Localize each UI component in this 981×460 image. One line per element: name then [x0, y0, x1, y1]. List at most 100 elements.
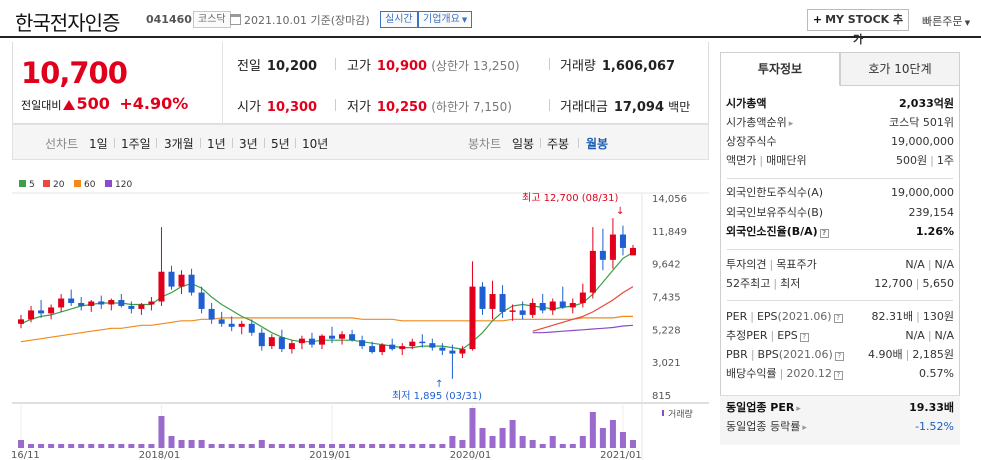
down-arrow-icon: ↓ — [616, 206, 624, 217]
period-10y[interactable]: 10년 — [302, 137, 329, 151]
volume-bar — [579, 436, 586, 448]
candle-weekly[interactable]: 주봉 — [547, 137, 570, 151]
monthly-candle-chart[interactable]: 14,056 11,849 9,642 7,435 5,228 3,021 815 2016… — [12, 190, 709, 460]
up-arrow-icon: ↑ — [435, 379, 443, 390]
opinion-labels: 투자의견 | 목표주가 — [726, 257, 817, 273]
period-1y[interactable]: 1년 — [207, 137, 226, 151]
line-chart-title: 선차트 — [45, 137, 79, 151]
foreign-hold-value: 239,154 — [908, 206, 955, 219]
volume-bar — [419, 444, 426, 448]
volume-bar — [98, 444, 105, 448]
candle-body — [208, 308, 215, 320]
open-label: 시가 — [237, 100, 261, 115]
divider — [200, 138, 201, 148]
per-eps-values: 82.31배 | 130원 — [872, 309, 954, 325]
candle-monthly[interactable]: 월봉 — [586, 137, 609, 151]
shares-row: 상장주식수 19,000,000 — [726, 134, 954, 150]
candle-body — [549, 301, 556, 311]
add-mystock-button[interactable]: + MY STOCK 추가 — [807, 9, 909, 46]
candle-body — [88, 301, 95, 306]
tab-invest-info[interactable]: 투자정보 — [720, 52, 840, 86]
candle-body — [349, 334, 356, 341]
divider — [727, 300, 953, 301]
per-label: PER — [726, 310, 748, 323]
dividend-labels: 배당수익률 | 2020.12? — [726, 366, 843, 382]
volume-bar — [28, 444, 35, 448]
volume-bar — [48, 444, 55, 448]
week52-low-value: 5,650 — [922, 277, 955, 290]
volume-bar — [268, 444, 275, 448]
candle-body — [529, 302, 536, 315]
face-unit-labels: 액면가 | 매매단위 — [726, 153, 807, 169]
separator: | — [915, 277, 920, 290]
period-1w[interactable]: 1주일 — [121, 137, 151, 151]
prev-close: 전일 10,200 — [237, 55, 317, 74]
tab-quote-10[interactable]: 호가 10단계 — [840, 52, 960, 86]
volume-bar — [429, 444, 436, 448]
divider — [335, 99, 336, 111]
period-5y[interactable]: 5년 — [271, 137, 290, 151]
candle-body — [38, 310, 45, 314]
candle-body — [238, 323, 245, 327]
per-eps-row: PER | EPS(2021.06)? 82.31배 | 130원 — [726, 309, 954, 325]
low-price: 저가 10,250 (하한가 7,150) — [347, 96, 512, 115]
candle-body — [369, 346, 376, 353]
period-1d[interactable]: 1일 — [89, 137, 108, 151]
candle-body — [248, 323, 255, 333]
candle-body — [469, 286, 476, 350]
high-label: 고가 — [347, 59, 371, 74]
min-price-label: 최저 1,895 (03/31) — [392, 390, 482, 402]
help-icon[interactable]: ? — [799, 333, 809, 342]
quick-order-button[interactable]: 빠른주문 ▼ — [922, 13, 970, 29]
cap-rank-value: 코스닥 501위 — [889, 116, 954, 129]
help-icon[interactable]: ? — [833, 314, 843, 323]
amount-unit: 백만 — [668, 100, 691, 114]
legend-ma20: 20 — [43, 180, 64, 190]
per-eps-year: (2021.06) — [777, 310, 832, 323]
volume-bar — [318, 444, 325, 448]
market-cap-row: 시가총액 2,033억원 — [726, 96, 954, 112]
market-cap-label: 시가총액 — [726, 97, 767, 110]
volume-bar — [449, 436, 456, 448]
opinion-label: 투자의견 — [726, 258, 767, 271]
divider — [578, 138, 579, 148]
help-icon[interactable]: ? — [834, 352, 844, 361]
industry-per-row: 동일업종 PER ▸ 19.33배 — [726, 400, 954, 416]
period-3m[interactable]: 3개월 — [164, 137, 194, 151]
divider — [295, 138, 296, 148]
divider — [549, 99, 550, 111]
candle-body — [28, 310, 35, 320]
volume-bar — [288, 444, 295, 448]
prev-close-label: 전일 — [237, 59, 261, 74]
legend-swatch — [19, 180, 26, 187]
help-icon[interactable]: ? — [819, 229, 829, 238]
candle-body — [58, 298, 65, 308]
x-axis-labels: 2016/11 2018/01 2019/01 2020/01 2021/01 — [12, 450, 642, 460]
candle-body — [18, 319, 25, 324]
volume-bars — [18, 408, 636, 448]
candle-body — [329, 335, 336, 339]
amount-value: 17,094 — [613, 100, 665, 115]
pbr-bps-year: (2021.06) — [778, 348, 833, 361]
volume-bar — [499, 428, 506, 448]
volume-bar — [238, 444, 245, 448]
candle-body — [599, 250, 606, 260]
pbr-bps-labels: PBR | BPS(2021.06)? — [726, 347, 844, 363]
candle-body — [589, 250, 596, 293]
foreign-ratio-label-wrap: 외국인소진율(B/A)? — [726, 224, 829, 240]
volume-bar — [389, 444, 396, 448]
period-3y[interactable]: 3년 — [239, 137, 258, 151]
chevron-down-icon: ▼ — [461, 16, 468, 24]
calendar-icon — [230, 14, 241, 25]
y-tick-label: 14,056 — [652, 194, 687, 205]
candle-daily[interactable]: 일봉 — [512, 137, 535, 151]
help-icon[interactable]: ? — [833, 371, 843, 380]
candle-body — [268, 337, 275, 347]
volume-bar — [178, 440, 185, 448]
company-info-dropdown[interactable]: 기업개요 ▼ — [418, 11, 473, 28]
eps-label: EPS — [756, 310, 778, 323]
candle-body — [308, 338, 315, 345]
cap-rank-label-wrap: 시가총액순위 ▸ — [726, 115, 793, 132]
realtime-button[interactable]: 실시간 — [380, 11, 418, 28]
industry-rate-label-wrap: 동일업종 등락률 ▸ — [726, 419, 807, 436]
